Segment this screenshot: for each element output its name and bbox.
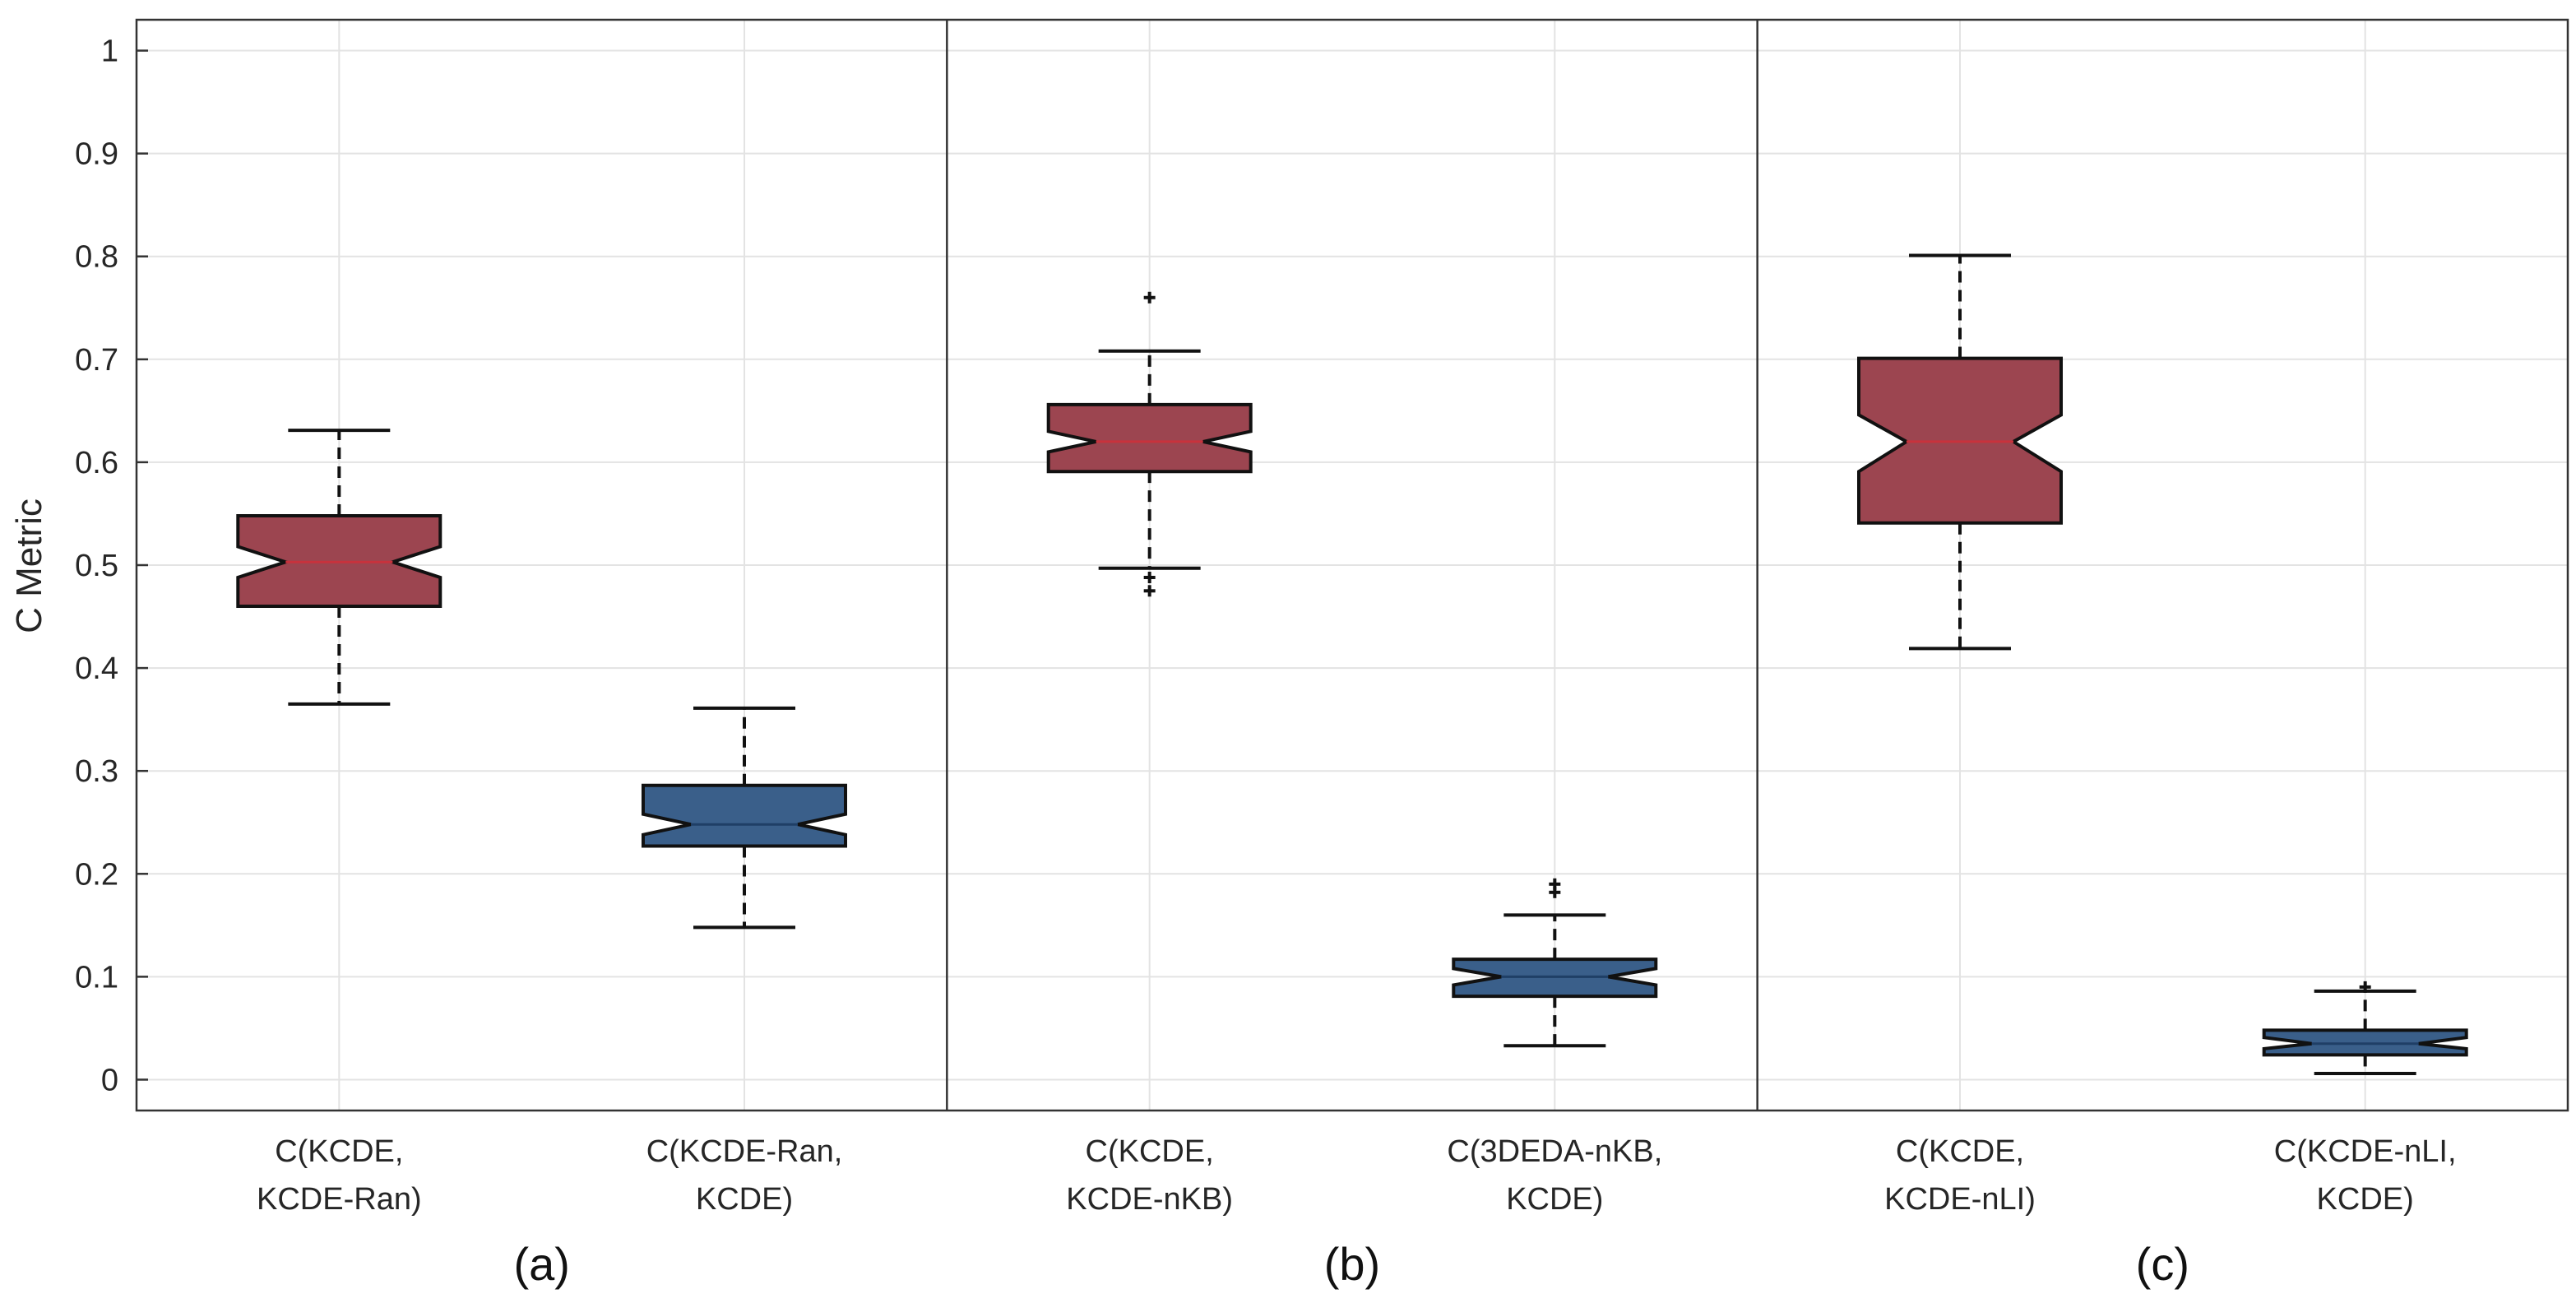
- x-tick-label-line2: KCDE-nLI): [1884, 1182, 2036, 1217]
- box-blue: [642, 706, 847, 930]
- x-tick-label-line1: C(KCDE-Ran,: [646, 1134, 843, 1169]
- x-tick-label-line2: KCDE): [696, 1182, 793, 1217]
- notched-box: [1046, 402, 1253, 474]
- x-tick-label-line1: C(3DEDA-nKB,: [1447, 1134, 1662, 1169]
- x-tick-label-line1: C(KCDE,: [1086, 1134, 1214, 1169]
- x-tick-label-line1: C(KCDE,: [275, 1134, 403, 1169]
- y-tick-label: 0.2: [75, 857, 118, 892]
- x-tick-label-line1: C(KCDE-nLI,: [2274, 1134, 2457, 1169]
- y-tick-label: 0.9: [75, 137, 118, 172]
- notched-box: [642, 783, 847, 848]
- panel-dividers: [946, 20, 1758, 1111]
- grid-lines: [137, 20, 2568, 1111]
- panel-label: (c): [2136, 1238, 2189, 1290]
- box-red: [1046, 291, 1253, 597]
- y-tick-label: 0.4: [75, 652, 118, 686]
- panel-labels: (a) (b) (c): [513, 1238, 2189, 1290]
- x-tick-label-line1: C(KCDE,: [1896, 1134, 2024, 1169]
- box-blue: [1452, 878, 1658, 1048]
- box-plots: [236, 253, 2468, 1075]
- panel-label: (b): [1324, 1238, 1380, 1290]
- y-tick-label: 0.6: [75, 446, 118, 480]
- box-red: [236, 429, 442, 706]
- panel-label: (a): [513, 1238, 569, 1290]
- x-tick-label-line2: KCDE): [2317, 1182, 2414, 1217]
- y-tick-label: 0.5: [75, 549, 118, 583]
- y-axis-ticks: 0 0.1 0.2 0.3 0.4 0.5 0.6 0.7 0.8 0.9 1: [75, 35, 148, 1097]
- y-tick-label: 0: [101, 1063, 118, 1097]
- y-tick-label: 0.1: [75, 960, 118, 995]
- box-red: [1857, 253, 2063, 651]
- x-tick-label-line2: KCDE-nKB): [1066, 1182, 1233, 1217]
- y-tick-label: 0.3: [75, 754, 118, 789]
- x-tick-label-line2: KCDE): [1506, 1182, 1603, 1217]
- x-tick-label-line2: KCDE-Ran): [257, 1182, 422, 1217]
- y-tick-label: 0.8: [75, 240, 118, 275]
- y-axis-label: C Metric: [9, 498, 49, 633]
- y-tick-label: 0.7: [75, 343, 118, 378]
- x-axis-labels: C(KCDE, KCDE-Ran) C(KCDE-Ran, KCDE) C(KCDE, K…: [257, 1134, 2456, 1217]
- box-blue: [2262, 981, 2468, 1075]
- y-tick-label: 1: [101, 35, 118, 69]
